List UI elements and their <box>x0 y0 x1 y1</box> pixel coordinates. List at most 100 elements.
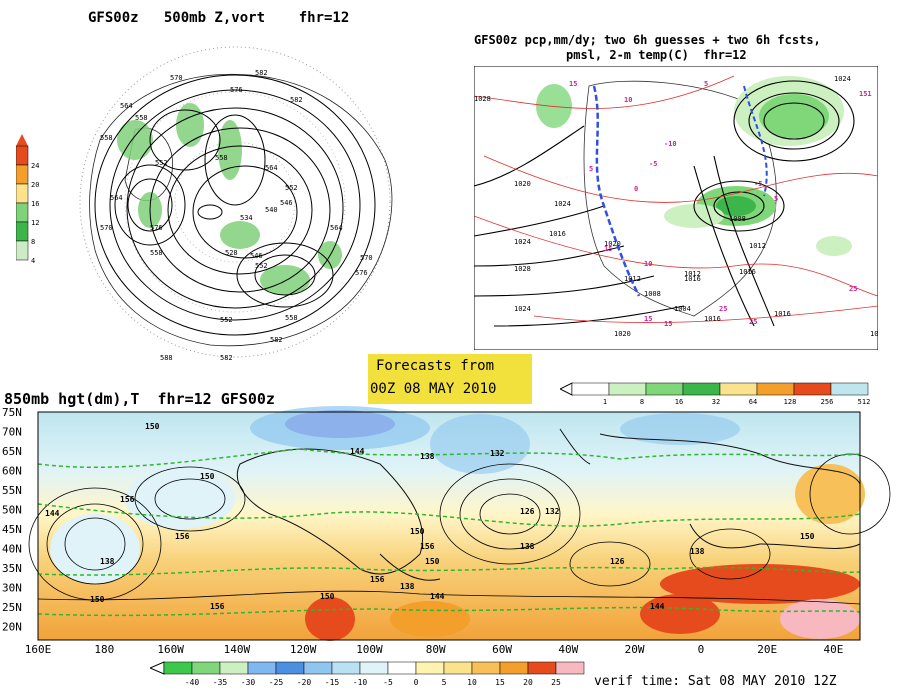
lat-label: 70N <box>2 425 22 438</box>
contour-label: 552 <box>155 159 168 167</box>
precip-map-svg: 1028102410201024102810241020101610121008… <box>473 65 883 351</box>
lat-label: 20N <box>2 620 22 633</box>
panel-500mb-map: 582 570 576 582 564 558 552 558 564 570 576 558 564 5… <box>40 30 430 374</box>
temp-colorbar-tick: 15 <box>495 678 505 687</box>
contour-label-850: 150 <box>145 422 160 431</box>
contour-label: 582 <box>255 69 268 77</box>
contour-label-850: 150 <box>320 592 335 601</box>
colorbar-left-arrow <box>148 661 165 675</box>
precip-legend-svg: 1 8 16 32 64 128 256 512 <box>558 382 870 406</box>
temp-colorbar-tick: 20 <box>523 678 533 687</box>
coastline <box>124 127 173 202</box>
contour-label: 546 <box>250 252 263 260</box>
contour-label: 546 <box>280 199 293 207</box>
contour-label: 528 <box>225 249 238 257</box>
lon-label: 40W <box>558 643 578 656</box>
temp-label: 5 <box>704 80 708 88</box>
contour-label-850: 144 <box>430 592 445 601</box>
lon-label: 180 <box>94 643 114 656</box>
temp-colorbar-swatch <box>247 661 277 675</box>
lat-circle <box>174 141 296 263</box>
lat-label: 25N <box>2 601 22 614</box>
lat-label: 65N <box>2 445 22 458</box>
contour-label: 582 <box>270 336 283 344</box>
isobar-label: 1016 <box>739 268 756 276</box>
contour-label: 558 <box>215 154 228 162</box>
isobar-label: 101 <box>870 330 878 338</box>
contour-label-850: 138 <box>420 452 435 461</box>
temp-colorbar-swatch <box>471 661 501 675</box>
lon-label: 80W <box>426 643 446 656</box>
legend-tick-label: 128 <box>784 398 797 406</box>
panel-850mb-title: 850mb hgt(dm),T fhr=12 GFS00z <box>4 390 275 408</box>
contour-label: 564 <box>330 224 343 232</box>
isobar-label: 1028 <box>514 265 531 273</box>
contour-label: 564 <box>110 194 123 202</box>
contour-label-850: 144 <box>650 602 665 611</box>
contour-label: 534 <box>240 214 253 222</box>
contour-label-850: 132 <box>545 507 560 516</box>
lat-label: 45N <box>2 523 22 536</box>
temp-colorbar-swatch <box>499 661 529 675</box>
contour-label: 570 <box>360 254 373 262</box>
lat-label: 35N <box>2 562 22 575</box>
colorbar-swatch <box>15 202 29 223</box>
height-contours <box>94 74 376 336</box>
legend-tick-label: 16 <box>675 398 683 406</box>
temp-label: 25 <box>749 318 757 326</box>
colorbar-swatch <box>15 145 29 166</box>
temp-colorbar: -40 -35 -30 -25 -20 -15 -10 -5 0 5 10 15 20 25 <box>148 660 590 694</box>
contour-label: 570 <box>100 224 113 232</box>
temp-label: 5 <box>589 165 593 173</box>
temp-label: 0 <box>634 185 638 193</box>
temp-colorbar-tick: -30 <box>241 678 256 687</box>
map-boundary-circle <box>79 46 391 358</box>
colorbar-tick-label: 8 <box>31 238 35 246</box>
contour-label-850: 138 <box>100 557 115 566</box>
contour-label-850: 150 <box>800 532 815 541</box>
contour-label: 552 <box>220 316 233 324</box>
lat-label: 40N <box>2 542 22 555</box>
legend-tick-label: 32 <box>712 398 720 406</box>
temp-colorbar-tick: -20 <box>297 678 312 687</box>
lon-label: 160W <box>157 643 184 656</box>
temp-colorbar-swatch <box>443 661 473 675</box>
contour-label: 588 <box>160 354 173 362</box>
contour-label: 582 <box>290 96 303 104</box>
contour-label: 558 <box>100 134 113 142</box>
lat-label: 60N <box>2 464 22 477</box>
temp-colorbar-swatch <box>527 661 557 675</box>
legend-swatch <box>571 382 610 396</box>
contour-label: 558 <box>135 114 148 122</box>
isobar-label: 1016 <box>684 275 701 283</box>
temp-colorbar-tick: 10 <box>467 678 477 687</box>
contour-label: 558 <box>150 249 163 257</box>
lon-label: 60W <box>492 643 512 656</box>
temp-colorbar-tick: -35 <box>213 678 228 687</box>
isobar-label: 1016 <box>549 230 566 238</box>
temp-colorbar-tick: -40 <box>185 678 200 687</box>
contour-label-850: 150 <box>90 595 105 604</box>
contour-label-850: 156 <box>370 575 385 584</box>
contour-label-850: 138 <box>520 542 535 551</box>
legend-swatch <box>645 382 684 396</box>
temp-colorbar-swatch <box>219 661 249 675</box>
temp-colorbar-swatch <box>191 661 221 675</box>
lon-label: 140W <box>224 643 251 656</box>
contour-label-850: 144 <box>350 447 365 456</box>
panel-precip-map: 1028 1024 1020 1024 1028 1024 1020 1016 1012 1008… <box>473 65 883 354</box>
isobar-label: 1016 <box>774 310 791 318</box>
colorbar-tick-label: 24 <box>31 162 39 170</box>
forecast-box-line2: 00Z 08 MAY 2010 <box>370 381 497 397</box>
temp-colorbar-tick: -10 <box>353 678 368 687</box>
temp-label: 10 <box>644 260 652 268</box>
isobar-label: 1012 <box>624 275 641 283</box>
temp-colorbar-swatch <box>359 661 389 675</box>
temp-colorbar-swatch <box>275 661 305 675</box>
colorbar-arrow <box>16 134 28 146</box>
map-frame <box>37 411 861 641</box>
isobar-label: 1016 <box>704 315 721 323</box>
contour-label: 564 <box>265 164 278 172</box>
lon-label: 20E <box>757 643 777 656</box>
lat-label: 30N <box>2 581 22 594</box>
